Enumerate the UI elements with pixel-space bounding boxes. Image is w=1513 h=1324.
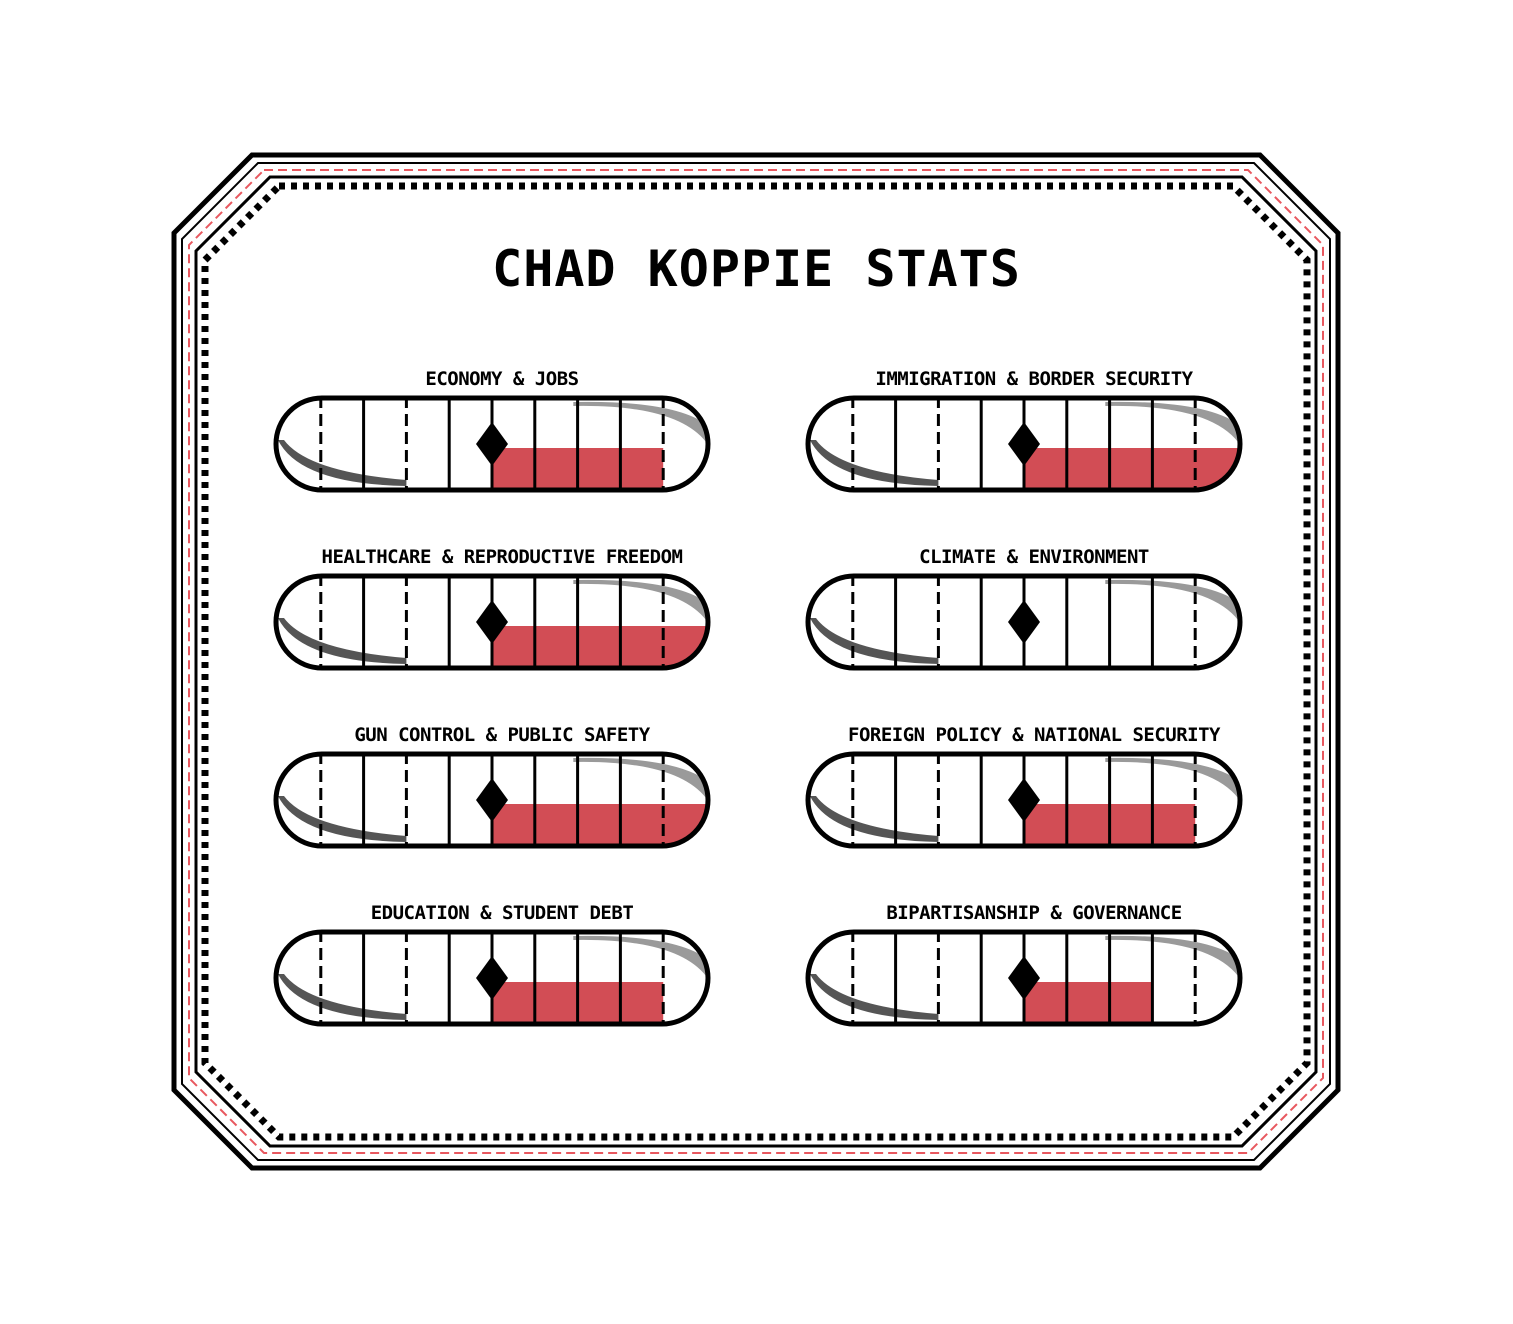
stat-meter — [273, 751, 711, 849]
diamond-marker-icon — [476, 600, 508, 644]
diamond-marker-icon — [1008, 956, 1040, 1000]
stat-label: CLIMATE & ENVIRONMENT — [919, 546, 1149, 568]
stat-meter — [273, 929, 711, 1027]
stat-label: FOREIGN POLICY & NATIONAL SECURITY — [848, 724, 1220, 746]
stat-meter — [805, 395, 1243, 493]
stat-fill-bar — [492, 626, 706, 666]
diamond-marker-icon — [1008, 600, 1040, 644]
diamond-marker-icon — [476, 956, 508, 1000]
diamond-marker-icon — [476, 778, 508, 822]
page-title: CHAD KOPPIE STATS — [492, 240, 1021, 298]
stat-fill-bar — [492, 804, 706, 844]
stat-label: ECONOMY & JOBS — [425, 368, 579, 390]
stat-label: GUN CONTROL & PUBLIC SAFETY — [354, 724, 650, 746]
stat-meter — [273, 395, 711, 493]
stat-label: HEALTHCARE & REPRODUCTIVE FREEDOM — [321, 546, 684, 568]
stat-meter — [805, 929, 1243, 1027]
stat-meter — [805, 751, 1243, 849]
diamond-marker-icon — [476, 422, 508, 466]
stat-fill-bar — [1024, 448, 1238, 488]
stat-label: IMMIGRATION & BORDER SECURITY — [875, 368, 1193, 390]
stat-meter — [273, 573, 711, 671]
stat-label: BIPARTISANSHIP & GOVERNANCE — [886, 902, 1182, 924]
stat-fill-bar — [1024, 982, 1153, 1022]
diamond-marker-icon — [1008, 422, 1040, 466]
stat-label: EDUCATION & STUDENT DEBT — [370, 902, 634, 924]
diamond-marker-icon — [1008, 778, 1040, 822]
stat-meter — [805, 573, 1243, 671]
